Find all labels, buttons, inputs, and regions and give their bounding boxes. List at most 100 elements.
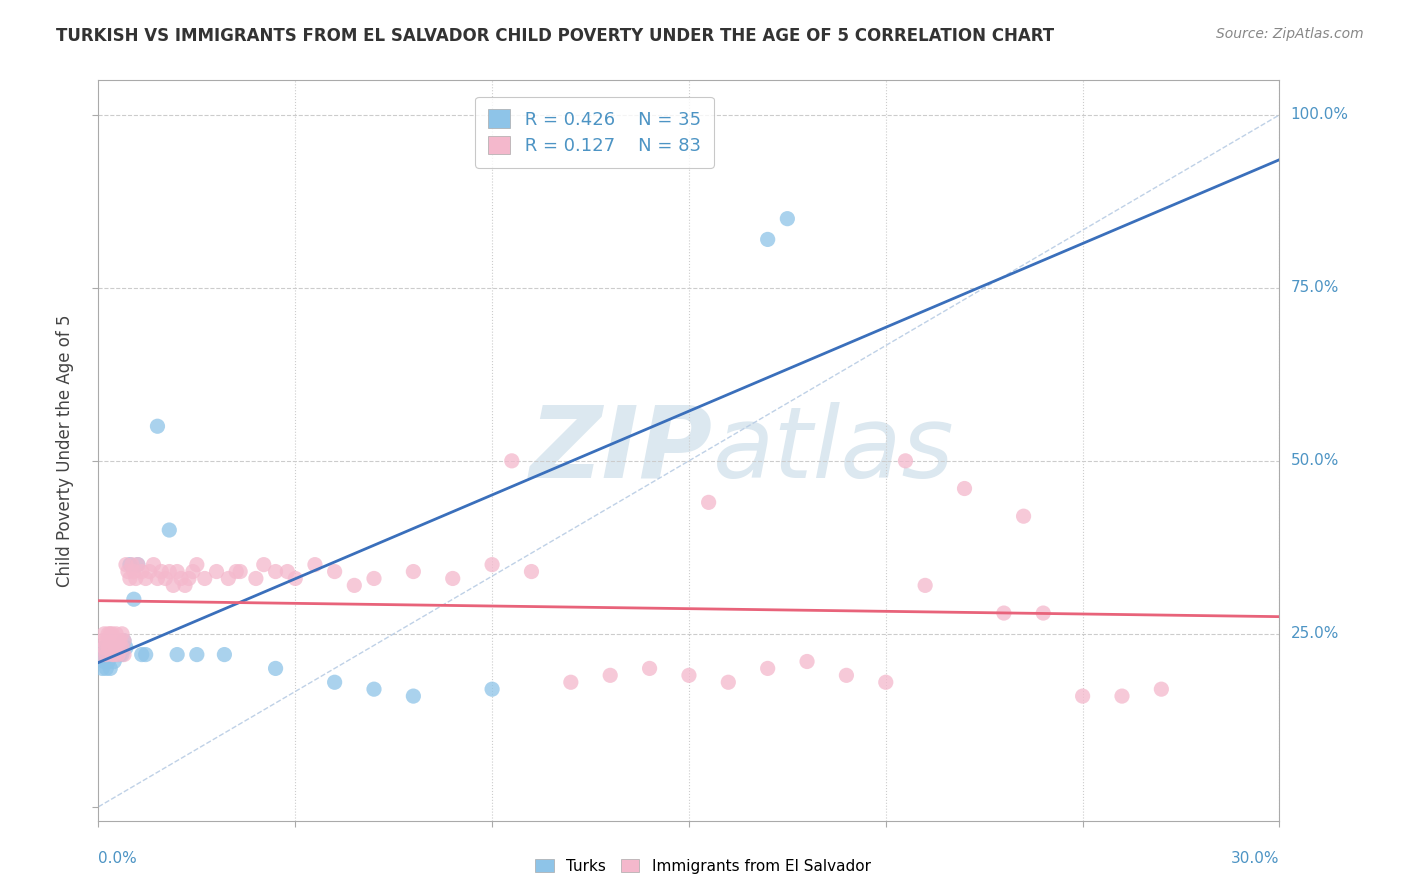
Point — [1032, 606, 1054, 620]
Point — [157, 565, 180, 579]
Text: 25.0%: 25.0% — [1291, 626, 1339, 641]
Point — [323, 675, 346, 690]
Point — [108, 648, 131, 662]
Point — [229, 565, 252, 579]
Point — [157, 523, 180, 537]
Point — [875, 675, 897, 690]
Point — [186, 648, 208, 662]
Point — [118, 572, 141, 586]
Point — [105, 627, 128, 641]
Point — [1071, 689, 1094, 703]
Point — [481, 682, 503, 697]
Point — [304, 558, 326, 572]
Point — [142, 558, 165, 572]
Point — [253, 558, 276, 572]
Text: 0.0%: 0.0% — [98, 851, 138, 866]
Point — [96, 648, 118, 662]
Point — [98, 633, 121, 648]
Point — [756, 661, 779, 675]
Point — [97, 655, 120, 669]
Point — [776, 211, 799, 226]
Point — [98, 640, 121, 655]
Point — [101, 648, 124, 662]
Point — [121, 558, 143, 572]
Point — [103, 655, 125, 669]
Point — [217, 572, 239, 586]
Point — [599, 668, 621, 682]
Point — [122, 565, 145, 579]
Point — [166, 565, 188, 579]
Point — [174, 578, 197, 592]
Point — [796, 655, 818, 669]
Point — [441, 572, 464, 586]
Point — [97, 627, 120, 641]
Point — [115, 640, 138, 655]
Text: 50.0%: 50.0% — [1291, 453, 1339, 468]
Point — [118, 558, 141, 572]
Text: TURKISH VS IMMIGRANTS FROM EL SALVADOR CHILD POVERTY UNDER THE AGE OF 5 CORRELAT: TURKISH VS IMMIGRANTS FROM EL SALVADOR C… — [56, 27, 1054, 45]
Point — [93, 655, 115, 669]
Point — [481, 558, 503, 572]
Point — [894, 454, 917, 468]
Point — [127, 558, 149, 572]
Point — [135, 648, 157, 662]
Point — [107, 648, 129, 662]
Point — [177, 572, 200, 586]
Text: atlas: atlas — [713, 402, 955, 499]
Point — [131, 648, 153, 662]
Point — [96, 648, 118, 662]
Point — [520, 565, 543, 579]
Point — [93, 640, 115, 655]
Point — [343, 578, 366, 592]
Point — [1111, 689, 1133, 703]
Point — [112, 633, 135, 648]
Point — [186, 558, 208, 572]
Point — [181, 565, 204, 579]
Point — [111, 640, 134, 655]
Point — [125, 572, 148, 586]
Point — [225, 565, 247, 579]
Point — [103, 633, 125, 648]
Point — [993, 606, 1015, 620]
Point — [363, 572, 385, 586]
Point — [501, 454, 523, 468]
Point — [112, 633, 135, 648]
Point — [1150, 682, 1173, 697]
Point — [402, 565, 425, 579]
Point — [323, 565, 346, 579]
Point — [678, 668, 700, 682]
Point — [127, 558, 149, 572]
Point — [205, 565, 228, 579]
Point — [166, 648, 188, 662]
Point — [131, 565, 153, 579]
Point — [101, 627, 124, 641]
Point — [155, 572, 177, 586]
Point — [108, 633, 131, 648]
Legend:  R = 0.426    N = 35,  R = 0.127    N = 83: R = 0.426 N = 35, R = 0.127 N = 83 — [475, 96, 713, 168]
Point — [245, 572, 267, 586]
Point — [111, 627, 134, 641]
Point — [117, 565, 139, 579]
Point — [107, 633, 129, 648]
Point — [91, 648, 114, 662]
Point — [105, 640, 128, 655]
Point — [162, 578, 184, 592]
Point — [194, 572, 217, 586]
Point — [363, 682, 385, 697]
Point — [717, 675, 740, 690]
Text: 75.0%: 75.0% — [1291, 280, 1339, 295]
Text: 30.0%: 30.0% — [1232, 851, 1279, 866]
Point — [115, 558, 138, 572]
Point — [97, 648, 120, 662]
Point — [91, 648, 114, 662]
Point — [1012, 509, 1035, 524]
Legend: Turks, Immigrants from El Salvador: Turks, Immigrants from El Salvador — [529, 853, 877, 880]
Point — [264, 565, 287, 579]
Point — [103, 648, 125, 662]
Point — [264, 661, 287, 675]
Text: 100.0%: 100.0% — [1291, 107, 1348, 122]
Point — [756, 232, 779, 246]
Point — [214, 648, 236, 662]
Point — [135, 572, 157, 586]
Point — [105, 648, 128, 662]
